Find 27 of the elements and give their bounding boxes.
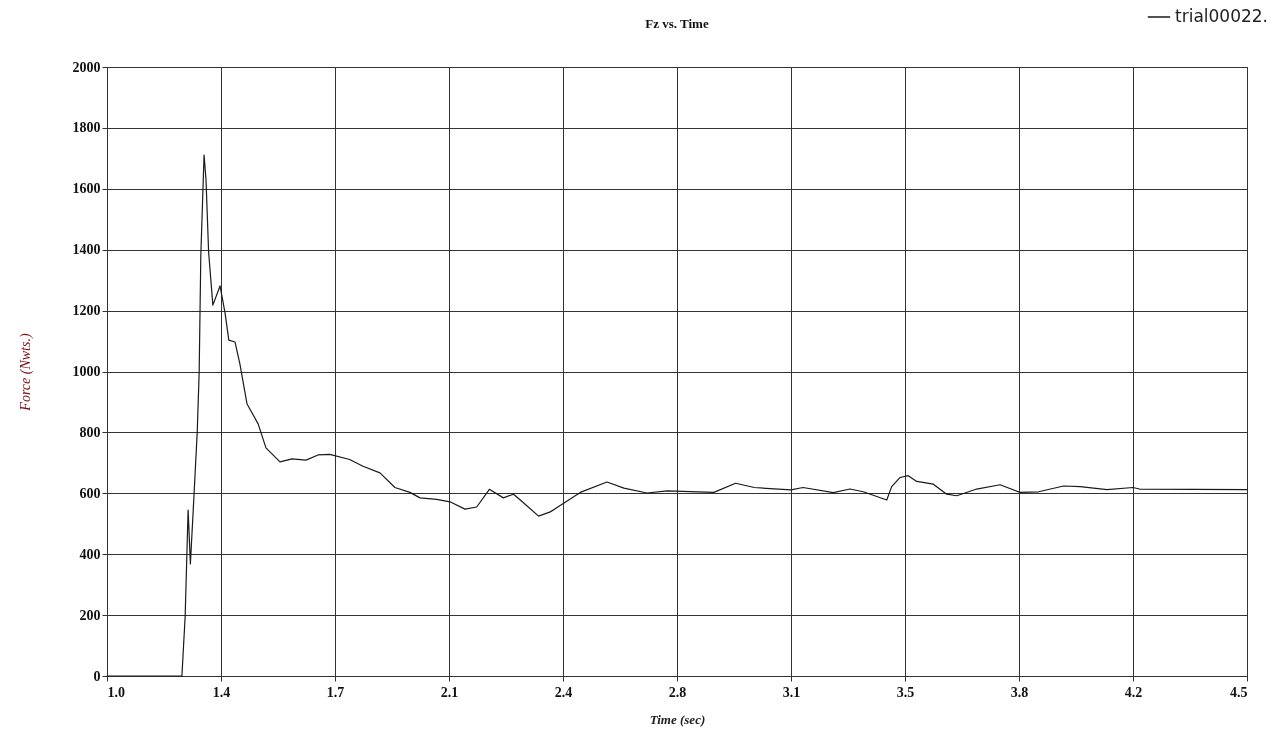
x-tick-label: 3.8 (1010, 684, 1029, 700)
legend-label: trial00022. (1175, 6, 1269, 26)
y-tick-label: 600 (79, 485, 101, 501)
y-tick-label: 1000 (72, 364, 101, 379)
y-axis-title: Force (Nwts.) (17, 333, 34, 412)
x-tick-label: 4.5 (1230, 684, 1248, 700)
y-tick-label: 800 (79, 424, 101, 440)
x-tick-label: 2.1 (440, 684, 459, 700)
x-tick-label: 2.4 (554, 684, 573, 700)
x-axis-title: Time (sec) (649, 711, 706, 727)
x-tick-label: 1.7 (326, 684, 345, 700)
x-tick-label: 4.2 (1124, 684, 1143, 700)
y-tick-label: 2000 (72, 59, 101, 75)
line-series (106, 154, 1248, 677)
y-tick-label: 1600 (72, 181, 101, 197)
x-tick-label: 2.8 (668, 684, 687, 700)
chart-title: Fz vs. Time (645, 16, 709, 31)
x-tick-label: 1.4 (212, 684, 231, 700)
x-tick-label: 3.1 (782, 684, 801, 700)
x-tick-label: 3.5 (896, 684, 915, 700)
y-tick-label: 1200 (72, 303, 101, 319)
x-tick-label: 1.0 (107, 684, 125, 700)
y-tick-label: 0 (93, 668, 101, 684)
y-tick-label: 200 (79, 607, 101, 623)
y-tick-label: 400 (79, 546, 101, 562)
y-tick-label: 1800 (72, 120, 101, 136)
y-tick-label: 1400 (72, 242, 101, 258)
